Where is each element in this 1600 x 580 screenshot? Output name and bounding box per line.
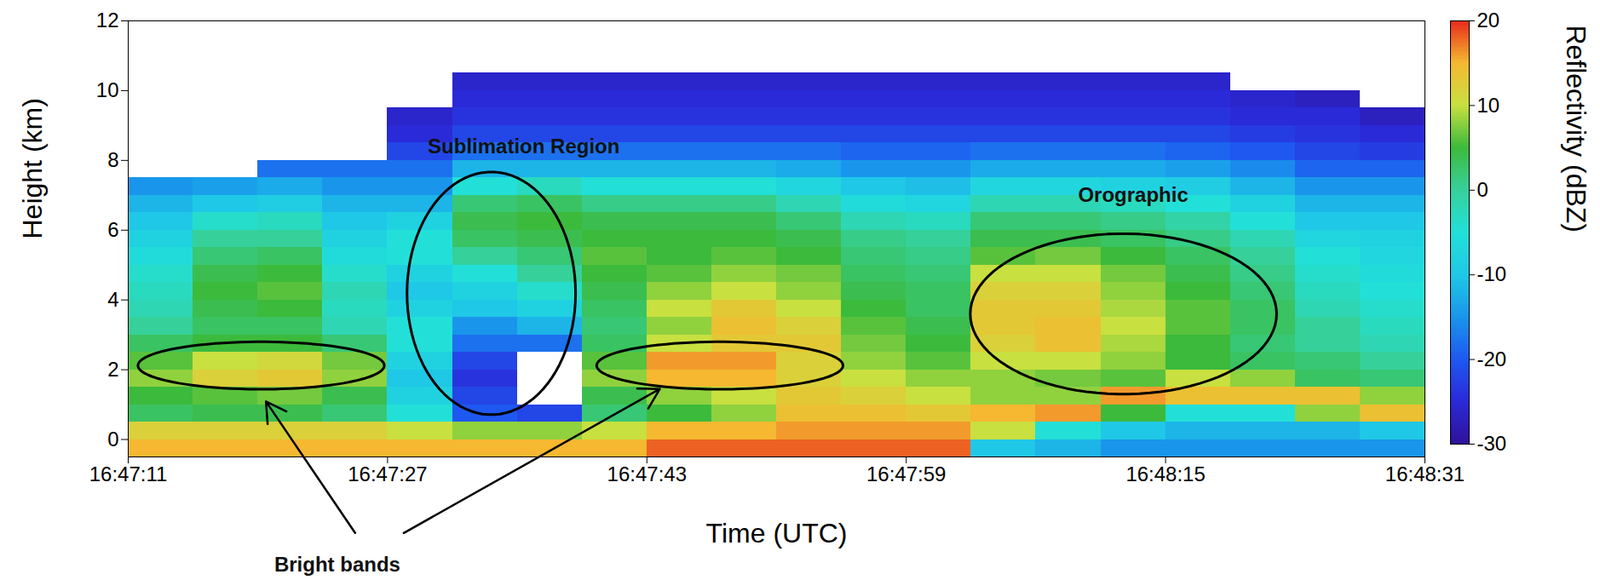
svg-text:-20: -20	[1477, 347, 1508, 371]
svg-text:Reflectivity (dBZ): Reflectivity (dBZ)	[1560, 24, 1592, 233]
svg-text:0: 0	[107, 427, 119, 451]
svg-text:2: 2	[107, 357, 119, 381]
svg-text:0: 0	[1477, 178, 1489, 202]
svg-text:Height (km): Height (km)	[17, 97, 48, 239]
svg-text:20: 20	[1477, 8, 1501, 32]
svg-text:10: 10	[96, 78, 120, 102]
svg-text:4: 4	[107, 287, 119, 311]
svg-text:12: 12	[96, 8, 120, 32]
svg-text:8: 8	[107, 148, 119, 172]
svg-text:16:47:11: 16:47:11	[89, 462, 168, 486]
svg-text:-30: -30	[1477, 431, 1508, 455]
svg-text:16:47:43: 16:47:43	[607, 462, 687, 486]
svg-text:Orographic: Orographic	[1077, 183, 1188, 207]
svg-text:16:47:59: 16:47:59	[866, 462, 946, 486]
svg-text:16:47:27: 16:47:27	[347, 462, 427, 486]
svg-text:16:48:31: 16:48:31	[1385, 462, 1465, 486]
svg-text:16:48:15: 16:48:15	[1125, 462, 1205, 486]
svg-text:Sublimation Region: Sublimation Region	[427, 134, 620, 158]
svg-text:Time (UTC): Time (UTC)	[706, 517, 848, 549]
svg-text:6: 6	[107, 218, 119, 242]
svg-text:10: 10	[1477, 93, 1501, 117]
svg-text:-10: -10	[1477, 262, 1508, 286]
svg-text:Bright bands: Bright bands	[274, 552, 401, 576]
